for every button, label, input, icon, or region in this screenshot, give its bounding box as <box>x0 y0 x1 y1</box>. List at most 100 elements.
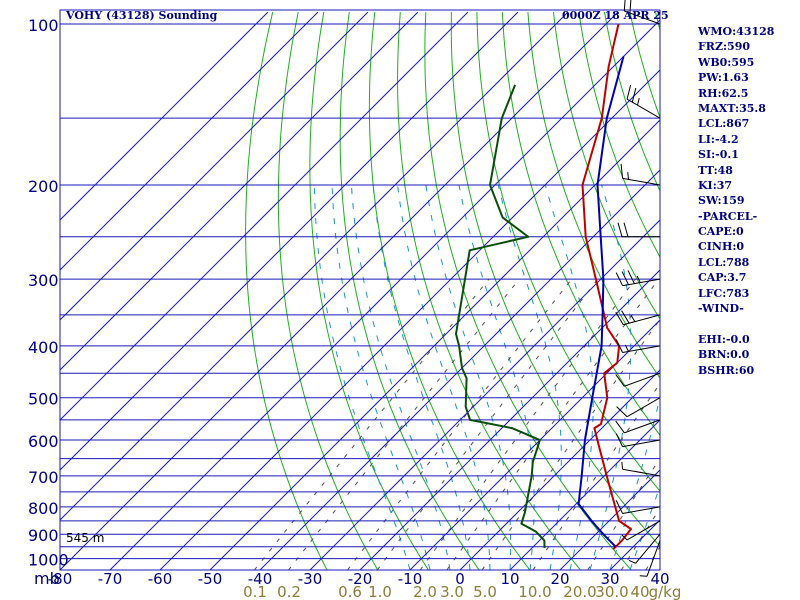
pressure-tick-label: 700 <box>28 468 59 487</box>
pressure-tick-label: 400 <box>28 338 59 357</box>
temperature-tick-label: 30 <box>600 570 619 588</box>
isotherm <box>459 369 660 570</box>
index-line: WMO:43128 <box>698 25 775 38</box>
mixing-ratio-label: 0.2 <box>277 583 301 600</box>
chart-background-lines <box>60 11 800 570</box>
wind-barb <box>615 270 661 287</box>
temperature-tick-label: 40 <box>650 570 669 588</box>
mixing-ratio-label: 3.0 <box>440 583 464 600</box>
mixing-ratio-label: 20.0 <box>563 583 596 600</box>
mixing-ratio-line <box>587 457 660 570</box>
wind-barb <box>620 163 661 186</box>
temperature-tick-label: -20 <box>348 570 373 588</box>
index-line: CINH:0 <box>698 240 745 254</box>
index-line: LCL:867 <box>698 117 750 131</box>
index-line: LI:-4.2 <box>698 132 739 146</box>
mixing-ratio-label: 30.0 <box>595 583 628 600</box>
wind-barb <box>617 222 660 238</box>
moist-adiabat <box>544 184 594 570</box>
mixing-ratio-label: 40 <box>630 583 649 600</box>
isotherm <box>60 11 469 421</box>
dry-adiabat <box>245 11 328 570</box>
temperature-tick-label: -30 <box>298 570 323 588</box>
isotherm <box>60 11 369 321</box>
mixing-ratio-line <box>376 278 599 570</box>
index-line: CAPE:0 <box>698 225 744 239</box>
index-line: BSHR:60 <box>698 363 755 377</box>
mixing-ratio-line <box>347 278 572 570</box>
isotherm <box>409 319 660 570</box>
mixing-ratio-line <box>446 278 660 570</box>
mixing-ratio-label: 0.1 <box>243 583 267 600</box>
temperature-tick-label: -60 <box>148 570 173 588</box>
wind-barbs <box>615 0 661 577</box>
moist-adiabat <box>497 184 562 570</box>
moist-adiabat <box>313 184 411 570</box>
wind-barb <box>621 520 661 541</box>
pressure-unit-label: mb <box>34 569 60 588</box>
isotherm <box>509 419 660 570</box>
moist-adiabat <box>609 394 660 570</box>
dry-adiabat <box>309 12 429 570</box>
index-line: TT:48 <box>698 163 733 177</box>
mixing-ratio-label: 5.0 <box>473 583 497 600</box>
mixing-ratio-line <box>419 278 636 570</box>
mixing-ratio-label: 0.6 <box>338 583 362 600</box>
moist-adiabat <box>331 184 431 570</box>
pressure-tick-label: 900 <box>28 526 59 545</box>
isotherm <box>359 269 660 570</box>
chart-title: VOHY (43128) Sounding <box>66 9 218 22</box>
temperature-tick-label: -50 <box>198 570 223 588</box>
index-line: MAXT:35.8 <box>698 101 766 115</box>
index-line <box>698 316 774 331</box>
dry-adiabat <box>578 12 660 259</box>
index-line: LCL:788 <box>698 255 750 269</box>
index-line: RH:62.5 <box>698 86 749 100</box>
sounding-profiles <box>455 23 632 550</box>
wind-barb <box>615 310 661 326</box>
dry-adiabat <box>339 12 480 570</box>
wind-barb <box>615 372 661 387</box>
wind-barb <box>626 84 661 119</box>
pressure-tick-label: 100 <box>28 16 59 35</box>
isotherm <box>159 69 660 570</box>
index-line: FRZ:590 <box>698 40 751 54</box>
moist-adiabat <box>350 184 451 570</box>
dry-adiabat <box>368 12 531 570</box>
moist-adiabat <box>372 184 471 570</box>
surface-height-label: 545 m <box>66 531 104 545</box>
pressure-tick-label: 600 <box>28 432 59 451</box>
temperature-tick-label: -80 <box>48 570 73 588</box>
isotherm <box>109 19 660 570</box>
mixing-ratio-label: 1.0 <box>368 583 392 600</box>
isotherm <box>60 11 519 471</box>
index-line: CAP:3.7 <box>698 271 747 285</box>
moist-adiabat <box>589 184 632 570</box>
index-line: -PARCEL- <box>698 209 758 223</box>
wind-barb <box>616 397 661 418</box>
index-line: BRN:0.0 <box>698 348 750 362</box>
isotherm <box>60 11 619 570</box>
index-line: -WIND- <box>698 302 744 316</box>
parcel-profile <box>577 56 625 548</box>
dry-adiabat <box>476 12 660 492</box>
mixing-ratio-line <box>532 382 660 570</box>
isotherm <box>259 169 660 570</box>
mixing-ratio-line <box>288 278 520 570</box>
temperature-tick-label: 10 <box>500 570 519 588</box>
dry-adiabat <box>783 12 800 570</box>
dry-adiabat <box>527 12 660 379</box>
moist-adiabat <box>397 184 491 570</box>
isotherm <box>60 11 569 521</box>
wind-barb <box>621 461 661 477</box>
wind-barb <box>639 540 661 577</box>
wind-barb <box>628 533 661 564</box>
isotherm <box>60 11 269 221</box>
index-line: SI:-0.1 <box>698 148 739 162</box>
pressure-tick-label: 1000 <box>28 551 69 570</box>
dry-adiabat <box>501 12 660 436</box>
index-line: WB0:595 <box>698 55 755 69</box>
temperature-profile <box>581 23 632 550</box>
pressure-tick-label: 300 <box>28 271 59 290</box>
